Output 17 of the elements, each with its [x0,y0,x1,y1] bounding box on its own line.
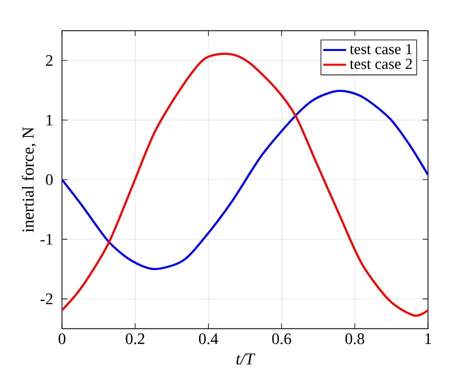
x-tick-label: 0.4 [199,333,218,344]
y-tick-label: 0 [46,174,53,186]
y-tick-label: 2 [46,55,52,66]
y-axis-title: inertial force, N [22,127,36,232]
y-tick-label: 1 [46,114,52,126]
y-tick-label: -2 [40,294,52,304]
legend-label: test case 1 [350,44,412,54]
x-tick-label: 0 [58,333,66,344]
x-tick-label: 1 [425,333,432,344]
line-series [62,52,428,317]
legend-label: test case 2 [350,58,412,70]
line-series [62,90,428,270]
x-tick-label: 0.2 [126,333,144,344]
x-tick-label: 0.6 [272,333,292,344]
x-tick-label: 0.8 [345,333,364,344]
x-axis-title: t/T [236,353,256,365]
y-tick-label: -1 [40,234,52,245]
